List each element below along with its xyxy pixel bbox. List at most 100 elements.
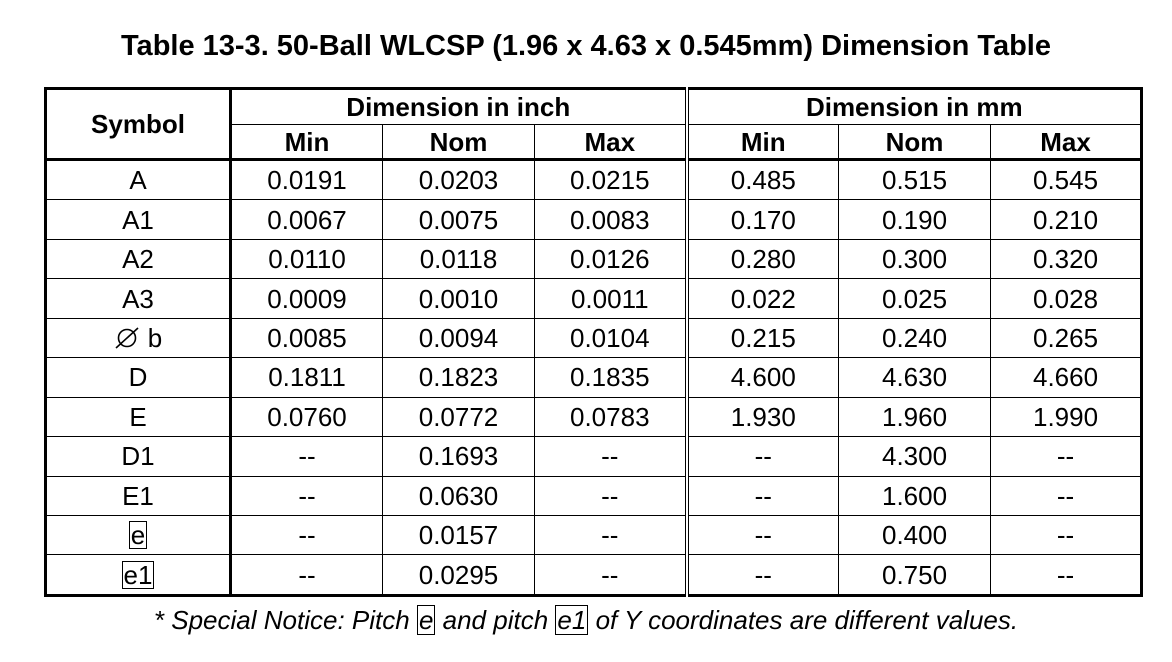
table-row: e1 -- 0.0295 -- -- 0.750 -- xyxy=(45,554,1143,596)
mm-max-cell: 0.210 xyxy=(990,199,1143,240)
inch-nom-cell: 0.0203 xyxy=(382,158,535,201)
mm-min-cell: -- xyxy=(686,514,840,556)
symbol-cell: D xyxy=(45,357,232,398)
notice-term-e1: e1 xyxy=(555,605,589,635)
symbol-header: Symbol xyxy=(45,88,232,161)
mm-nom-cell: 4.630 xyxy=(838,357,992,398)
mm-nom-cell: 4.300 xyxy=(838,436,992,477)
mm-max-cell: -- xyxy=(990,514,1143,556)
inch-nom-cell: 0.0772 xyxy=(382,396,535,438)
symbol-label: b xyxy=(147,322,163,353)
inch-max-cell: -- xyxy=(533,554,689,596)
symbol-label: e xyxy=(128,520,148,551)
symbol-cell: e xyxy=(45,514,232,556)
symbol-label: e1 xyxy=(121,559,155,590)
symbol-cell: D1 xyxy=(45,436,232,477)
mm-min-cell: -- xyxy=(686,475,840,516)
mm-min-cell: 1.930 xyxy=(686,396,840,438)
mm-nom-cell: 1.600 xyxy=(838,475,992,516)
inch-min-header: Min xyxy=(230,124,383,161)
mm-max-cell: 0.545 xyxy=(990,158,1143,201)
inch-nom-cell: 0.1693 xyxy=(382,436,535,477)
inch-min-cell: -- xyxy=(230,475,383,516)
inch-nom-cell: 0.0118 xyxy=(382,238,535,280)
mm-min-header: Min xyxy=(686,124,840,161)
diameter-icon xyxy=(115,327,139,349)
inch-max-cell: 0.0126 xyxy=(533,238,689,280)
symbol-cell: A1 xyxy=(45,199,232,240)
symbol-cell: A xyxy=(45,158,232,201)
table-row: E1 -- 0.0630 -- -- 1.600 -- xyxy=(45,475,1143,516)
inch-min-cell: 0.0009 xyxy=(230,278,383,319)
symbol-cell: A2 xyxy=(45,238,232,280)
mm-max-cell: -- xyxy=(990,475,1143,516)
mm-min-cell: 4.600 xyxy=(686,357,840,398)
mm-min-cell: 0.215 xyxy=(686,317,840,359)
inch-max-cell: 0.0104 xyxy=(533,317,689,359)
symbol-label: A xyxy=(129,165,147,196)
inch-min-cell: 0.0191 xyxy=(230,158,383,201)
mm-nom-cell: 0.300 xyxy=(838,238,992,280)
inch-nom-cell: 0.0010 xyxy=(382,278,535,319)
inch-max-header: Max xyxy=(533,124,689,161)
table-row: e -- 0.0157 -- -- 0.400 -- xyxy=(45,514,1143,556)
inch-max-cell: 0.1835 xyxy=(533,357,689,398)
mm-min-cell: -- xyxy=(686,554,840,596)
notice-text-2: and pitch xyxy=(442,605,549,635)
mm-nom-cell: 0.240 xyxy=(838,317,992,359)
inch-max-cell: 0.0011 xyxy=(533,278,689,319)
mm-max-cell: 0.265 xyxy=(990,317,1143,359)
table-row: A3 0.0009 0.0010 0.0011 0.022 0.025 0.028 xyxy=(45,278,1143,319)
inch-min-cell: 0.0110 xyxy=(230,238,383,280)
inch-min-cell: 0.0760 xyxy=(230,396,383,438)
notice-text-1: * Special Notice: Pitch xyxy=(153,605,410,635)
inch-nom-cell: 0.0075 xyxy=(382,199,535,240)
symbol-label: D1 xyxy=(121,441,155,472)
mm-nom-cell: 0.400 xyxy=(838,514,992,556)
table-body: A 0.0191 0.0203 0.0215 0.485 0.515 0.545 A1 0.00… xyxy=(45,158,1143,596)
mm-max-cell: 1.990 xyxy=(990,396,1143,438)
symbol-cell: b xyxy=(45,317,232,359)
mm-nom-cell: 0.190 xyxy=(838,199,992,240)
inch-nom-cell: 0.1823 xyxy=(382,357,535,398)
mm-min-cell: -- xyxy=(686,436,840,477)
table-title: Table 13-3. 50-Ball WLCSP (1.96 x 4.63 x… xyxy=(121,30,1051,62)
symbol-label: A3 xyxy=(122,283,154,314)
notice-text-3: of Y coordinates are different values. xyxy=(595,605,1019,635)
mm-group-header: Dimension in mm xyxy=(686,88,1143,125)
table-row: E 0.0760 0.0772 0.0783 1.930 1.960 1.990 xyxy=(45,396,1143,438)
mm-min-cell: 0.170 xyxy=(686,199,840,240)
table-row: A 0.0191 0.0203 0.0215 0.485 0.515 0.545 xyxy=(45,158,1143,201)
mm-max-cell: 0.320 xyxy=(990,238,1143,280)
inch-max-cell: -- xyxy=(533,514,689,556)
inch-nom-cell: 0.0094 xyxy=(382,317,535,359)
inch-max-cell: 0.0783 xyxy=(533,396,689,438)
symbol-cell: E1 xyxy=(45,475,232,516)
inch-min-cell: -- xyxy=(230,554,383,596)
table-row: A2 0.0110 0.0118 0.0126 0.280 0.300 0.320 xyxy=(45,238,1143,280)
inch-max-cell: 0.0083 xyxy=(533,199,689,240)
symbol-cell: E xyxy=(45,396,232,438)
inch-nom-cell: 0.0157 xyxy=(382,514,535,556)
mm-nom-cell: 0.750 xyxy=(838,554,992,596)
inch-min-cell: 0.0085 xyxy=(230,317,383,359)
inch-max-cell: 0.0215 xyxy=(533,158,689,201)
mm-max-cell: 4.660 xyxy=(990,357,1143,398)
mm-max-cell: -- xyxy=(990,436,1143,477)
inch-max-cell: -- xyxy=(533,436,689,477)
inch-min-cell: 0.0067 xyxy=(230,199,383,240)
symbol-label: A1 xyxy=(122,204,154,235)
inch-nom-header: Nom xyxy=(382,124,535,161)
table-row: D1 -- 0.1693 -- -- 4.300 -- xyxy=(45,436,1143,477)
mm-max-cell: 0.028 xyxy=(990,278,1143,319)
symbol-label: E1 xyxy=(122,480,154,511)
inch-group-header: Dimension in inch xyxy=(229,88,689,125)
mm-max-header: Max xyxy=(990,124,1143,161)
table-row: D 0.1811 0.1823 0.1835 4.600 4.630 4.660 xyxy=(45,357,1143,398)
mm-min-cell: 0.280 xyxy=(686,238,840,280)
mm-nom-cell: 1.960 xyxy=(838,396,992,438)
mm-nom-cell: 0.025 xyxy=(838,278,992,319)
special-notice: * Special Notice: Pitch e and pitch e1 o… xyxy=(0,602,1172,638)
symbol-cell: A3 xyxy=(45,278,232,319)
